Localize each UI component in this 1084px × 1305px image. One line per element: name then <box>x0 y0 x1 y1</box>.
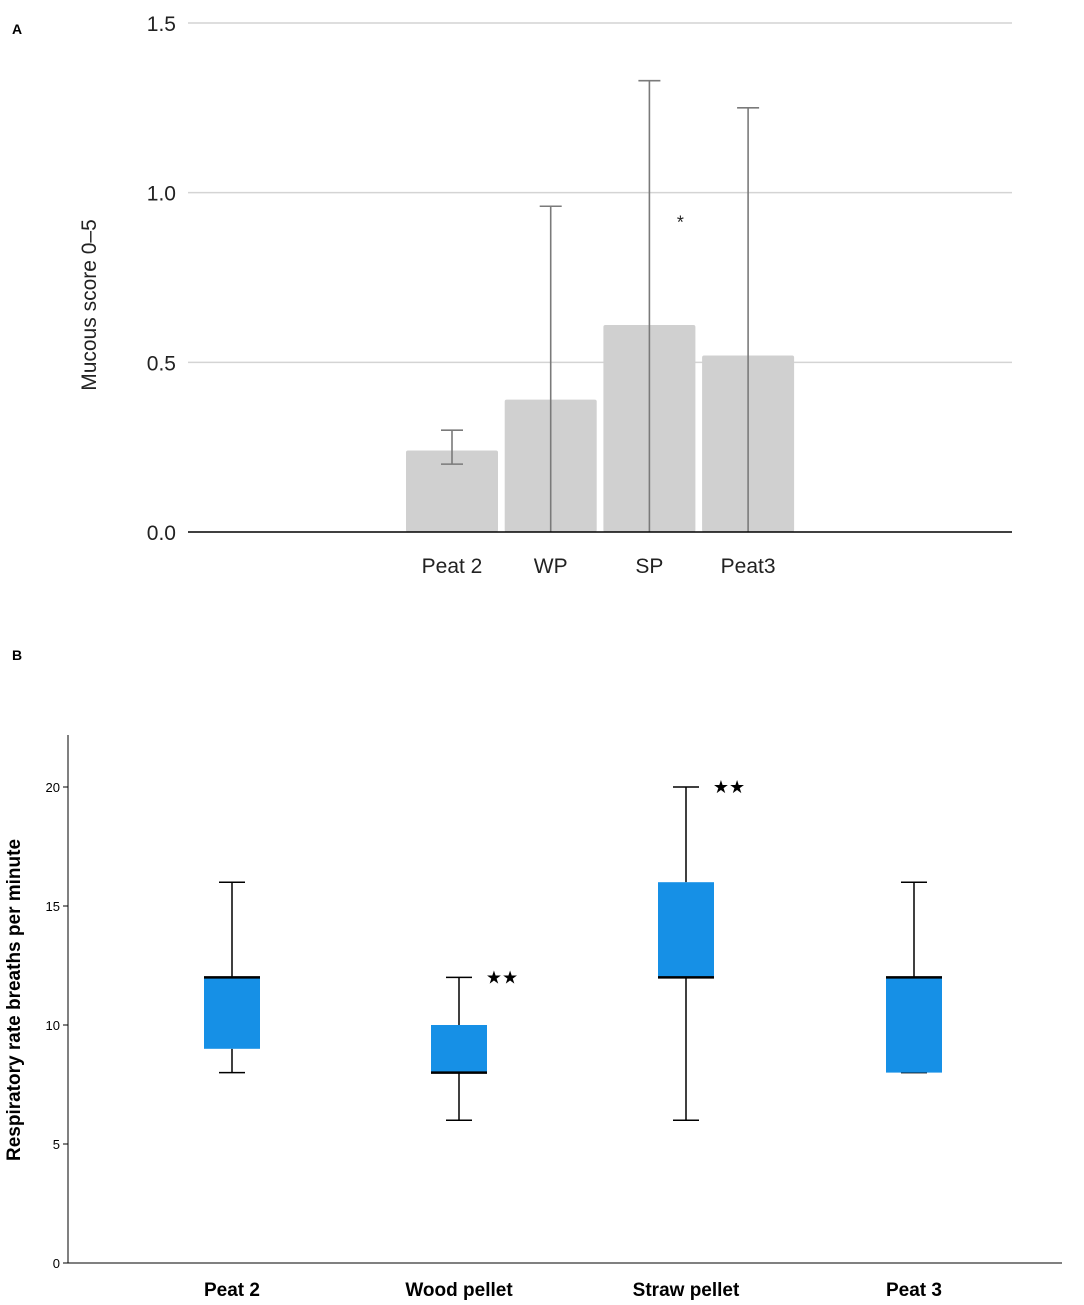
a-error-bar <box>441 429 463 465</box>
b-box-straw-pellet <box>658 786 714 1121</box>
b-y-tick-label: 5 <box>53 1137 60 1152</box>
a-error-bar <box>638 79 661 532</box>
b-significance-marker: ★★ <box>713 777 745 798</box>
b-box-iqr <box>431 1025 487 1073</box>
b-y-tick-label: 10 <box>46 1018 60 1033</box>
b-box-wood-pellet <box>431 976 487 1121</box>
a-y-tick-label: 1.5 <box>147 13 176 36</box>
b-significance-marker: ★★ <box>486 967 518 988</box>
a-error-bar <box>539 205 562 532</box>
b-category-labels: Peat 2 Wood pellet Straw pellet Peat 3 <box>204 1280 942 1301</box>
a-error-bars <box>441 79 760 532</box>
b-box-peat-3 <box>886 881 942 1074</box>
b-annotations: ★★ ★★ <box>486 777 745 988</box>
a-y-axis-label: Mucous score 0–5 <box>78 219 101 391</box>
a-bars <box>406 325 795 532</box>
a-y-tick-labels: 0.0 0.5 1.0 1.5 <box>147 13 176 545</box>
b-y-ticks: 0 5 10 15 20 <box>46 780 68 1271</box>
panel-a-label: A <box>12 21 22 37</box>
b-category-label: Wood pellet <box>405 1280 513 1301</box>
a-bar-peat-2 <box>406 450 498 532</box>
b-box-iqr <box>204 977 260 1049</box>
a-category-label: SP <box>635 555 663 578</box>
a-y-tick-label: 1.0 <box>147 183 176 206</box>
a-significance-marker: * <box>677 212 684 232</box>
b-category-label: Straw pellet <box>633 1280 740 1301</box>
a-category-label: WP <box>534 555 568 578</box>
b-box-iqr <box>886 977 942 1073</box>
a-y-tick-label: 0.0 <box>147 522 176 545</box>
a-category-label: Peat3 <box>721 555 776 578</box>
b-category-label: Peat 2 <box>204 1280 260 1301</box>
a-gridlines <box>188 22 1012 364</box>
a-category-label: Peat 2 <box>422 555 483 578</box>
b-box-iqr <box>658 882 714 978</box>
b-y-tick-label: 15 <box>46 899 60 914</box>
b-y-tick-label: 20 <box>46 780 60 795</box>
a-category-labels: Peat 2 WP SP Peat3 <box>422 555 776 578</box>
b-y-axis-label: Respiratory rate breaths per minute <box>4 839 25 1161</box>
panel-b-box-plot: B 0 5 10 15 20 Respiratory rate breaths per … <box>4 647 1062 1301</box>
panel-b-label: B <box>12 647 22 663</box>
b-category-label: Peat 3 <box>886 1280 942 1301</box>
panel-a-bar-chart: A 0.0 0.5 1.0 1.5 Mucous score 0–5 Peat 2 WP… <box>12 13 1012 578</box>
b-y-tick-label: 0 <box>53 1256 60 1271</box>
a-error-bar <box>737 107 760 532</box>
a-annotations: * <box>677 212 684 232</box>
b-boxes <box>204 786 942 1121</box>
b-box-peat-2 <box>204 881 260 1074</box>
a-y-tick-label: 0.5 <box>147 352 176 375</box>
